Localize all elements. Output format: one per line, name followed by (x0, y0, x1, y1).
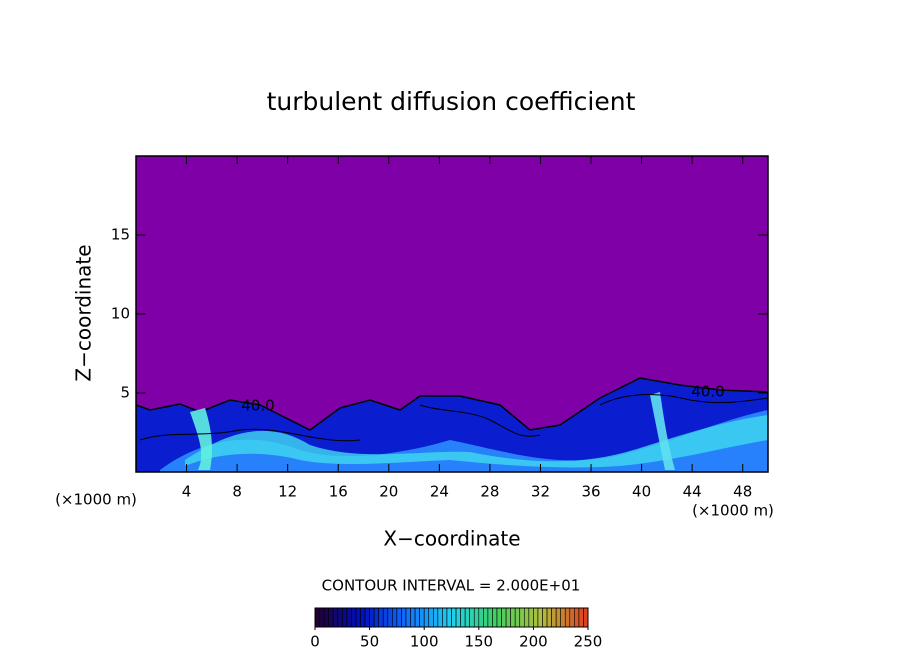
colorbar-cell (551, 607, 557, 628)
colorbar-cell (523, 607, 530, 628)
colorbar-cell (510, 607, 516, 628)
y-axis-label: Z−coordinate (72, 244, 96, 381)
x-unit-label: (×1000 m) (692, 502, 774, 520)
colorbar-tick-label: 200 (519, 633, 548, 651)
x-tick-label: 40 (632, 483, 651, 501)
x-tick-label: 36 (581, 483, 600, 501)
x-tick-label: 44 (683, 483, 702, 501)
colorbar-tick-label: 100 (410, 633, 439, 651)
colorbar-cell (428, 607, 434, 628)
colorbar-cell (560, 607, 566, 628)
colorbar-cell (373, 607, 379, 628)
y-tick-label: 15 (111, 226, 130, 244)
colorbar-cell (514, 607, 521, 628)
colorbar-cell (487, 607, 493, 628)
y-unit-label: (×1000 m) (55, 491, 137, 509)
colorbar-tick-label: 0 (310, 633, 320, 651)
colorbar-cell (455, 607, 461, 628)
chart-title: turbulent diffusion coefficient (267, 87, 636, 116)
x-tick-label: 4 (182, 483, 192, 501)
x-axis-label: X−coordinate (383, 527, 520, 551)
colorbar-cell (341, 607, 348, 628)
x-tick-label: 48 (733, 483, 752, 501)
colorbar-cell (492, 607, 498, 628)
colorbar-cell (405, 607, 411, 628)
colorbar-frame (314, 607, 589, 628)
colorbar-cell (460, 607, 466, 628)
colorbar-cell (328, 607, 334, 628)
colorbar-cell (323, 607, 329, 628)
colorbar-cell (355, 607, 361, 628)
colorbar-cell (574, 607, 580, 628)
x-tick-label: 28 (480, 483, 499, 501)
colorbar-cell (528, 607, 534, 628)
colorbar-tick-label: 50 (360, 633, 379, 651)
colorbar-cell (364, 607, 370, 628)
x-tick-label: 12 (278, 483, 297, 501)
colorbar-tick-label: 250 (574, 633, 603, 651)
colorbar-cell (546, 607, 552, 628)
colorbar-cell (501, 607, 507, 628)
colorbar-cell (451, 607, 457, 628)
colorbar-cell (351, 607, 357, 628)
colorbar-cell (314, 607, 320, 628)
x-tick-label: 24 (430, 483, 449, 501)
colorbar-cell (578, 607, 584, 628)
colorbar-cell (469, 607, 475, 628)
contour-interval: CONTOUR INTERVAL = 2.000E+01 (322, 577, 581, 595)
colorbar-cell (360, 607, 366, 628)
colorbar-cell (483, 607, 489, 628)
colorbar-cell (583, 607, 589, 628)
x-tick-label: 8 (232, 483, 242, 501)
colorbar-cell (410, 607, 416, 628)
x-tick-label: 20 (379, 483, 398, 501)
turbulent-layer (136, 377, 768, 472)
colorbar-cell (437, 607, 443, 628)
colorbar-cell (432, 607, 439, 628)
y-tick-label: 10 (111, 305, 130, 323)
colorbar-tick-label: 150 (464, 633, 493, 651)
colorbar-cell (378, 607, 384, 628)
colorbar-cell (396, 607, 402, 628)
contour-label: 40.0 (241, 397, 274, 415)
colorbar-cell (569, 607, 575, 628)
colorbar-cell (496, 607, 502, 628)
y-tick-label: 5 (120, 384, 130, 402)
colorbar-cell (332, 607, 339, 628)
colorbar-cell (319, 607, 325, 628)
colorbar-cell (414, 607, 420, 628)
colorbar-cell (392, 607, 398, 628)
colorbar-cell (401, 607, 407, 628)
colorbar-cell (387, 607, 393, 628)
colorbar-cell (442, 607, 448, 628)
colorbar-cell (542, 607, 548, 628)
colorbar-cell (478, 607, 484, 628)
colorbar-cell (473, 607, 480, 628)
colorbar-cell (533, 607, 539, 628)
x-tick-label: 32 (531, 483, 550, 501)
contour-label: 40.0 (691, 383, 724, 401)
colorbar-cell (505, 607, 511, 628)
x-tick-label: 16 (329, 483, 348, 501)
colorbar-cell (369, 607, 375, 628)
colorbar-cell (564, 607, 571, 628)
colorbar-cell (419, 607, 425, 628)
colorbar-cell (519, 607, 525, 628)
colorbar-cell (446, 607, 452, 628)
colorbar-cell (346, 607, 352, 628)
colorbar-cell (464, 607, 470, 628)
colorbar-cell (555, 607, 562, 628)
colorbar-cell (382, 607, 389, 628)
colorbar-cell (337, 607, 343, 628)
colorbar-cell (537, 607, 543, 628)
colorbar-cell (423, 607, 430, 628)
